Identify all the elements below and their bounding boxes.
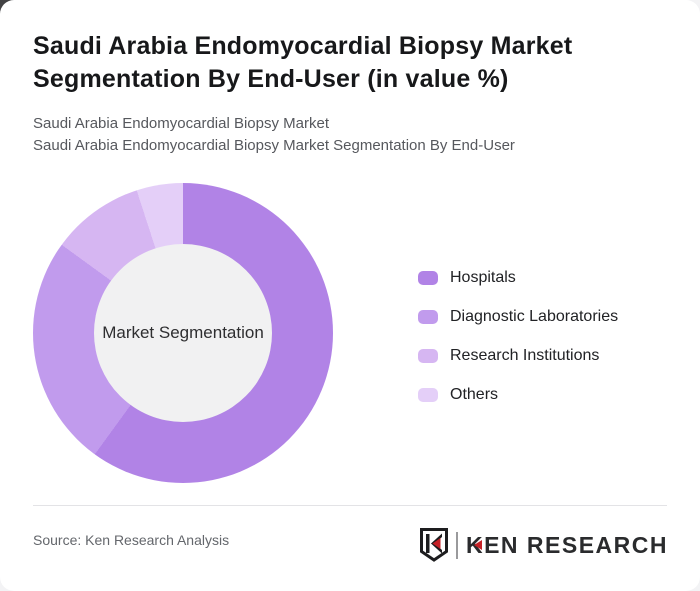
donut-ring: Market Segmentation [33, 183, 333, 483]
legend-swatch-research-institutions [418, 348, 438, 363]
logo-wordmark: K EN RESEARCH [466, 532, 668, 559]
source-note: Source: Ken Research Analysis [33, 532, 230, 548]
ken-research-logo: K EN RESEARCH [419, 527, 668, 563]
subtitle-block: Saudi Arabia Endomyocardial Biopsy Marke… [33, 113, 663, 157]
legend-label-diagnostic-laboratories: Diagnostic Laboratories [450, 307, 619, 325]
legend-label-others: Others [450, 385, 499, 403]
legend-item-research-institutions: Research Institutions [418, 336, 618, 375]
legend-item-diagnostic-laboratories: Diagnostic Laboratories [418, 297, 618, 336]
subtitle-line-1: Saudi Arabia Endomyocardial Biopsy Marke… [33, 115, 329, 132]
donut-center-label: Market Segmentation [102, 323, 264, 342]
legend-swatch-diagnostic-laboratories [418, 309, 438, 324]
chart-legend: Hospitals Diagnostic Laboratories Resear… [418, 258, 618, 414]
ken-research-shield-icon [419, 528, 448, 562]
logo-k-triangle-icon [473, 540, 482, 550]
footer-divider [33, 505, 667, 506]
logo-separator [455, 531, 458, 559]
donut-hole: Market Segmentation [94, 244, 272, 422]
logo-wordmark-rest: EN RESEARCH [484, 531, 668, 558]
page-title: Saudi Arabia Endomyocardial Biopsy Marke… [33, 30, 663, 96]
legend-label-research-institutions: Research Institutions [450, 346, 600, 364]
page-title-line-2: Segmentation By End-User (in value %) [33, 65, 509, 93]
legend-label-hospitals: Hospitals [450, 268, 516, 286]
legend-item-hospitals: Hospitals [418, 258, 618, 297]
page-title-line-1: Saudi Arabia Endomyocardial Biopsy Marke… [33, 32, 573, 60]
legend-item-others: Others [418, 375, 618, 414]
subtitle-line-2: Saudi Arabia Endomyocardial Biopsy Marke… [33, 137, 515, 154]
logo-wordmark-k: K [465, 531, 485, 558]
legend-swatch-hospitals [418, 270, 438, 285]
legend-swatch-others [418, 387, 438, 402]
